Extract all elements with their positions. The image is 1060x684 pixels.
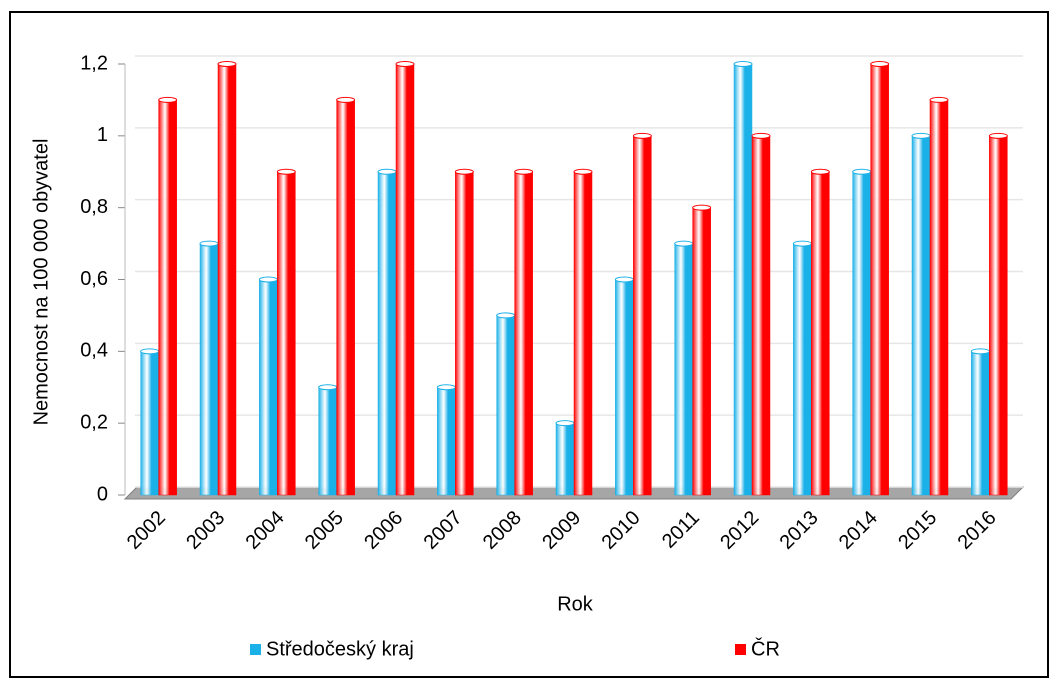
bar-cap [436, 384, 456, 391]
bar-cap [276, 168, 296, 175]
legend-swatch [250, 644, 261, 655]
bar [217, 63, 237, 496]
y-tick-label: 0,6 [80, 268, 108, 290]
legend-label: Středočeský kraj [266, 638, 414, 660]
bar-cap [496, 312, 516, 319]
bar [318, 387, 337, 496]
bar-cap [852, 168, 872, 175]
bar-cap [514, 168, 534, 175]
bar [377, 171, 397, 496]
bar-cap [336, 96, 356, 103]
y-tick-label: 1,2 [80, 52, 108, 74]
bar-cap [810, 168, 830, 175]
bar-cap [733, 61, 753, 67]
bar-cap [454, 168, 474, 175]
bar [911, 135, 931, 496]
bar [336, 99, 355, 496]
y-tick-label: 1 [97, 124, 108, 146]
bar-cap [870, 61, 890, 67]
bar-cap [158, 96, 178, 103]
bar [615, 279, 634, 496]
bar-cap [911, 132, 931, 139]
bar [259, 279, 278, 496]
y-tick-label: 0,8 [80, 196, 108, 218]
bar-cap [674, 240, 694, 247]
bar-cap [792, 240, 812, 247]
bar [870, 63, 889, 496]
bar-cap [555, 420, 575, 427]
bar-cap [632, 132, 652, 139]
bar [514, 171, 533, 496]
legend-label: ČR [751, 637, 780, 660]
bar [633, 135, 652, 496]
bar [811, 171, 830, 496]
bar [929, 99, 949, 496]
bar [674, 243, 693, 496]
bar-cap [573, 168, 593, 175]
bar-cap [988, 132, 1008, 139]
legend-swatch [735, 644, 746, 655]
bar [852, 171, 871, 496]
bar [733, 63, 753, 496]
bar-cap [377, 168, 397, 175]
bar-cap [614, 276, 634, 283]
bar-cap [970, 348, 990, 355]
bar-cap [692, 204, 712, 211]
bar [277, 171, 296, 496]
bar-cap [217, 61, 237, 67]
bar [140, 351, 159, 496]
bar-cap [929, 96, 949, 103]
y-tick-label: 0,4 [80, 340, 108, 362]
bar [395, 63, 415, 496]
bar [751, 135, 771, 496]
bar [199, 243, 219, 496]
bar [455, 171, 474, 496]
bar [793, 243, 812, 496]
bar [692, 207, 711, 496]
bar [989, 135, 1008, 496]
bar-cap [395, 61, 415, 67]
x-axis-label: Rok [557, 593, 594, 615]
bar [496, 315, 515, 496]
bar-cap [751, 132, 771, 139]
bar-cap [318, 384, 338, 391]
y-tick-label: 0 [97, 483, 108, 505]
bar-cap [140, 348, 160, 355]
y-tick-label: 0,2 [80, 411, 108, 433]
y-axis-label: Nemocnost na 100 000 obyvatel [30, 139, 52, 426]
bar [437, 387, 456, 496]
bar [158, 99, 177, 496]
bar [971, 351, 990, 496]
bar [555, 422, 575, 496]
bar-cap [258, 276, 278, 283]
bar-cap [199, 240, 219, 247]
bar [573, 171, 593, 496]
